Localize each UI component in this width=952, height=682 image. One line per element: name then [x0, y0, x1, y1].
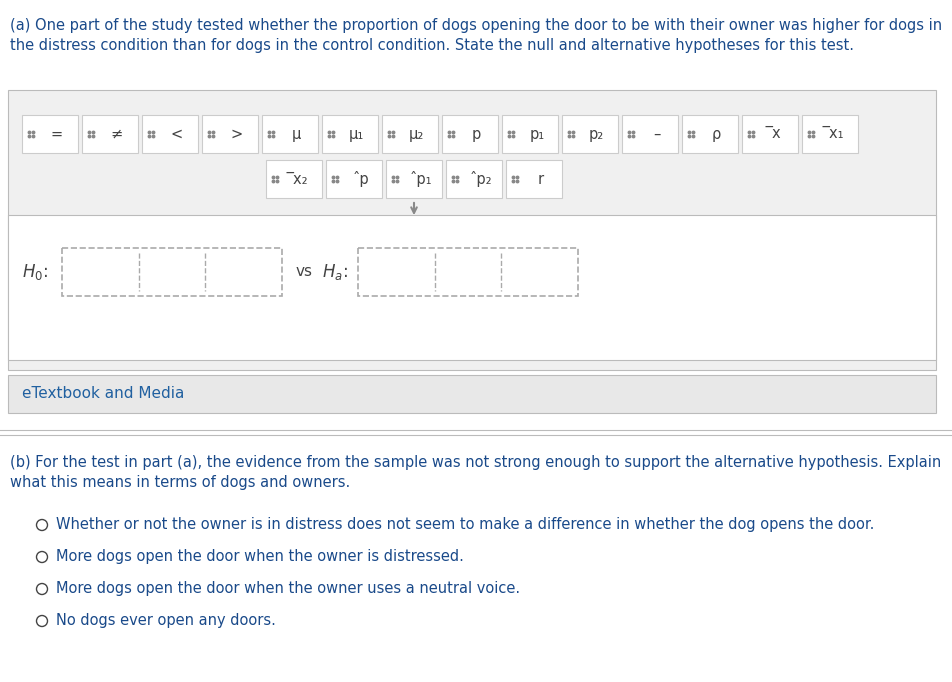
- Text: ρ: ρ: [712, 126, 722, 141]
- FancyBboxPatch shape: [8, 90, 936, 370]
- Text: ̅x₂: ̅x₂: [293, 171, 308, 186]
- FancyBboxPatch shape: [322, 115, 378, 153]
- FancyBboxPatch shape: [562, 115, 618, 153]
- Text: $H_a$:: $H_a$:: [322, 262, 347, 282]
- Text: vs: vs: [296, 265, 313, 280]
- FancyBboxPatch shape: [142, 115, 198, 153]
- FancyBboxPatch shape: [22, 115, 78, 153]
- Text: (a) One part of the study tested whether the proportion of dogs opening the door: (a) One part of the study tested whether…: [10, 18, 942, 33]
- FancyBboxPatch shape: [386, 160, 442, 198]
- Text: No dogs ever open any doors.: No dogs ever open any doors.: [56, 614, 276, 629]
- Text: <: <: [170, 126, 183, 141]
- Text: p: p: [472, 126, 482, 141]
- FancyBboxPatch shape: [382, 115, 438, 153]
- Text: (b) For the test in part (a), the evidence from the sample was not strong enough: (b) For the test in part (a), the eviden…: [10, 455, 942, 470]
- Text: ̅x: ̅x: [772, 126, 781, 141]
- FancyBboxPatch shape: [358, 248, 578, 296]
- FancyBboxPatch shape: [622, 115, 678, 153]
- Text: p₁: p₁: [529, 126, 545, 141]
- Text: μ₂: μ₂: [409, 126, 425, 141]
- Text: μ: μ: [292, 126, 302, 141]
- FancyBboxPatch shape: [8, 215, 936, 360]
- Text: ˆp₁: ˆp₁: [409, 171, 432, 187]
- FancyBboxPatch shape: [502, 115, 558, 153]
- Text: the distress condition than for dogs in the control condition. State the null an: the distress condition than for dogs in …: [10, 38, 854, 53]
- FancyBboxPatch shape: [506, 160, 562, 198]
- Text: eTextbook and Media: eTextbook and Media: [22, 387, 185, 402]
- FancyBboxPatch shape: [82, 115, 138, 153]
- Text: >: >: [230, 126, 243, 141]
- FancyBboxPatch shape: [262, 115, 318, 153]
- FancyBboxPatch shape: [266, 160, 322, 198]
- FancyBboxPatch shape: [742, 115, 798, 153]
- FancyBboxPatch shape: [802, 115, 858, 153]
- FancyBboxPatch shape: [446, 160, 502, 198]
- Text: =: =: [50, 126, 63, 141]
- FancyBboxPatch shape: [326, 160, 382, 198]
- Text: –: –: [653, 126, 661, 141]
- FancyBboxPatch shape: [682, 115, 738, 153]
- FancyBboxPatch shape: [8, 375, 936, 413]
- FancyBboxPatch shape: [202, 115, 258, 153]
- Text: ̅x₁: ̅x₁: [829, 126, 844, 141]
- Text: More dogs open the door when the owner is distressed.: More dogs open the door when the owner i…: [56, 550, 464, 565]
- Text: ≠: ≠: [110, 126, 123, 141]
- Text: ˆp₂: ˆp₂: [469, 171, 492, 187]
- Text: what this means in terms of dogs and owners.: what this means in terms of dogs and own…: [10, 475, 350, 490]
- Text: More dogs open the door when the owner uses a neutral voice.: More dogs open the door when the owner u…: [56, 582, 520, 597]
- Text: $H_0$:: $H_0$:: [22, 262, 49, 282]
- FancyBboxPatch shape: [442, 115, 498, 153]
- FancyBboxPatch shape: [62, 248, 282, 296]
- Text: Whether or not the owner is in distress does not seem to make a difference in wh: Whether or not the owner is in distress …: [56, 518, 874, 533]
- Text: r: r: [538, 171, 544, 186]
- Text: p₂: p₂: [589, 126, 605, 141]
- Text: ˆp: ˆp: [352, 171, 369, 187]
- Text: μ₁: μ₁: [349, 126, 365, 141]
